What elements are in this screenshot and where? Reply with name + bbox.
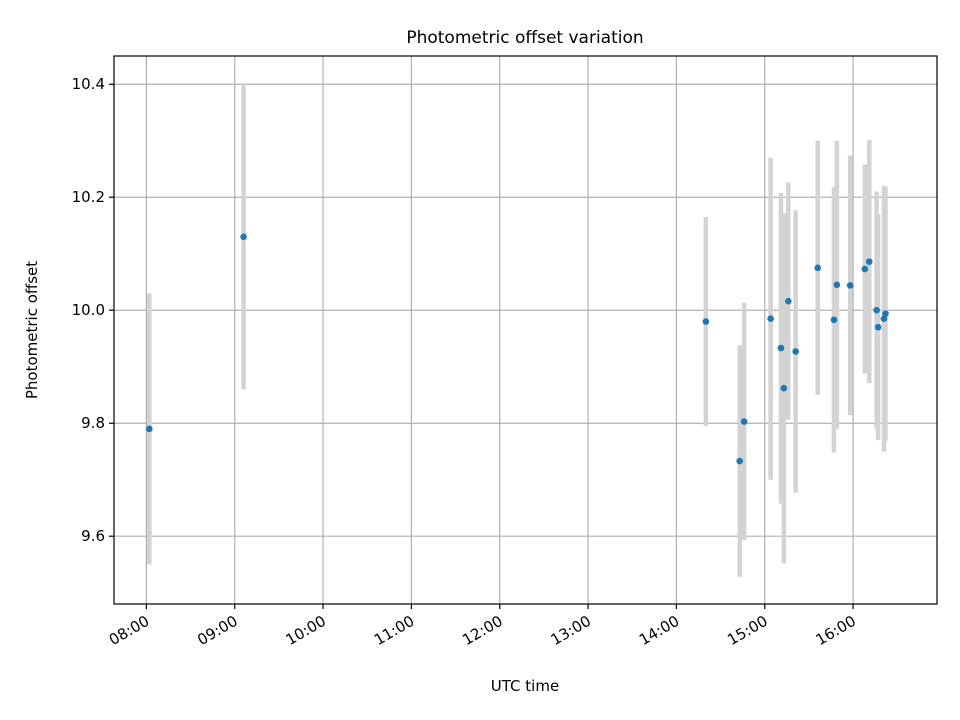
y-axis-label: Photometric offset <box>23 261 41 399</box>
data-point <box>785 297 792 305</box>
data-point <box>736 457 744 465</box>
data-point <box>830 316 838 324</box>
y-tick-label: 10.2 <box>72 188 105 206</box>
plot-frame <box>113 55 938 605</box>
data-point <box>865 258 873 265</box>
y-tick-label: 9.8 <box>81 414 105 432</box>
data-point <box>814 264 822 272</box>
y-tick-label: 9.6 <box>81 527 105 545</box>
x-axis-label: UTC time <box>491 677 559 695</box>
data-point <box>873 306 880 314</box>
data-point <box>702 318 710 325</box>
data-point <box>767 315 774 323</box>
data-point <box>146 425 153 433</box>
data-point <box>240 233 247 241</box>
data-point <box>833 281 841 289</box>
data-point <box>880 315 888 323</box>
data-point <box>777 344 785 352</box>
grid <box>114 56 937 604</box>
data-points <box>146 233 889 465</box>
data-point <box>874 323 882 331</box>
data-point <box>882 310 889 317</box>
data-point <box>861 265 869 273</box>
data-point <box>740 418 748 425</box>
y-axis-ticks: 9.6 9.8 10.0 10.2 10.4 <box>72 75 114 545</box>
data-point <box>846 282 854 289</box>
chart-title: Photometric offset variation <box>406 28 643 48</box>
y-tick-label: 10.0 <box>72 301 105 319</box>
data-point <box>780 384 788 392</box>
y-tick-label: 10.4 <box>72 75 105 93</box>
data-point <box>792 348 799 355</box>
